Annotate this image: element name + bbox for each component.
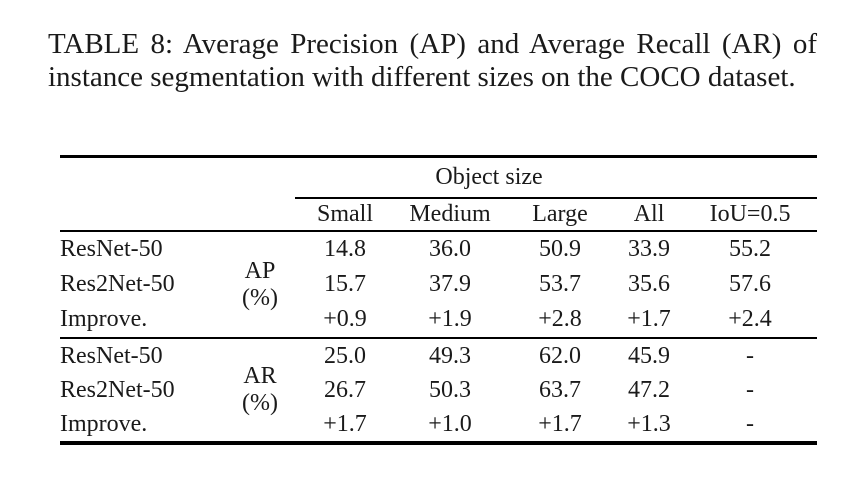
value-cell: +0.9 <box>295 302 395 339</box>
column-header-row: Small Medium Large All IoU=0.5 <box>60 198 818 232</box>
group-header-spacer <box>60 157 295 199</box>
table-row-ar-resnet50: ResNet-50 AR (%) 25.0 49.3 62.0 45.9 - <box>60 338 817 417</box>
value-cell: 37.9 <box>429 271 471 297</box>
value-cell: - <box>746 410 755 437</box>
model-name: Improve. <box>60 302 225 339</box>
value-cell: 25.0 <box>324 342 366 369</box>
caption-line-2: instance segmentation with different siz… <box>48 61 796 93</box>
column-header-large: Large <box>505 198 615 232</box>
value-cell: 47.2 <box>628 376 671 403</box>
model-name: ResNet-50 <box>60 236 163 262</box>
value-cell: 35.6 <box>628 271 671 297</box>
results-table: Object size Small Medium Large All IoU=0… <box>60 155 818 445</box>
table-row-ap-resnet50: ResNet-50 AP (%) 14.8 36.0 50.9 33.9 55.… <box>60 231 817 339</box>
caption-line-1: TABLE 8: Average Precision (AP) and Aver… <box>48 28 817 60</box>
value-cell: +1.0 <box>428 410 472 437</box>
value-cell: 50.3 <box>429 376 471 403</box>
value-cell: +1.7 <box>615 302 684 339</box>
value-cell: 26.7 <box>324 376 366 403</box>
value-cell: 15.7 <box>324 271 366 297</box>
value-cell: 57.6 <box>729 271 772 297</box>
value-cell: 36.0 <box>429 236 471 262</box>
value-cell: +2.4 <box>683 302 818 339</box>
table-row-ar-improve: Improve. +1.7 +1.0 +1.7 +1.3 - <box>60 407 817 443</box>
value-cell: +1.7 <box>323 410 367 437</box>
model-name: Res2Net-50 <box>60 376 175 403</box>
table-row-ap-res2net50: Res2Net-50 15.7 37.9 53.7 35.6 57.6 <box>60 267 817 302</box>
group-header-object-size: Object size <box>295 156 684 199</box>
value-cell: 62.0 <box>539 342 581 369</box>
value-cell: 33.9 <box>628 236 671 262</box>
value-cell: 55.2 <box>729 236 772 262</box>
metric-name: AP <box>244 257 276 284</box>
group-header-rule-extension <box>683 156 818 199</box>
table-row-ap-improve: Improve. +0.9 +1.9 +2.8 +1.7 +2.4 <box>60 302 818 339</box>
metric-label-ap: AP (%) <box>225 231 295 339</box>
metric-unit: (%) <box>242 390 278 416</box>
value-cell: 50.9 <box>539 236 581 262</box>
model-name: ResNet-50 <box>60 342 163 369</box>
column-header-iou: IoU=0.5 <box>683 198 818 232</box>
table-caption: TABLE 8: Average Precision (AP) and Aver… <box>48 28 817 94</box>
value-cell: +1.9 <box>395 302 505 339</box>
value-cell: 14.8 <box>324 236 366 262</box>
value-cell: - <box>746 342 755 369</box>
metric-label-ar: AR (%) <box>225 338 295 443</box>
value-cell: 45.9 <box>628 342 671 369</box>
column-header-small: Small <box>295 198 395 232</box>
column-header-spacer <box>60 198 295 232</box>
value-cell: 53.7 <box>539 271 581 297</box>
table-row-ar-res2net50: Res2Net-50 26.7 50.3 63.7 47.2 - <box>60 373 817 407</box>
value-cell: - <box>746 376 755 403</box>
value-cell: +1.3 <box>627 410 671 437</box>
model-name: Res2Net-50 <box>60 271 175 297</box>
column-header-medium: Medium <box>395 198 505 232</box>
column-header-all: All <box>615 198 684 232</box>
value-cell: 63.7 <box>539 376 581 403</box>
metric-name: AR <box>243 363 277 389</box>
metric-unit: (%) <box>242 284 278 311</box>
value-cell: +2.8 <box>505 302 615 339</box>
value-cell: 49.3 <box>429 342 471 369</box>
model-name: Improve. <box>60 410 148 437</box>
group-header-row: Object size <box>60 156 818 199</box>
value-cell: +1.7 <box>538 410 582 437</box>
